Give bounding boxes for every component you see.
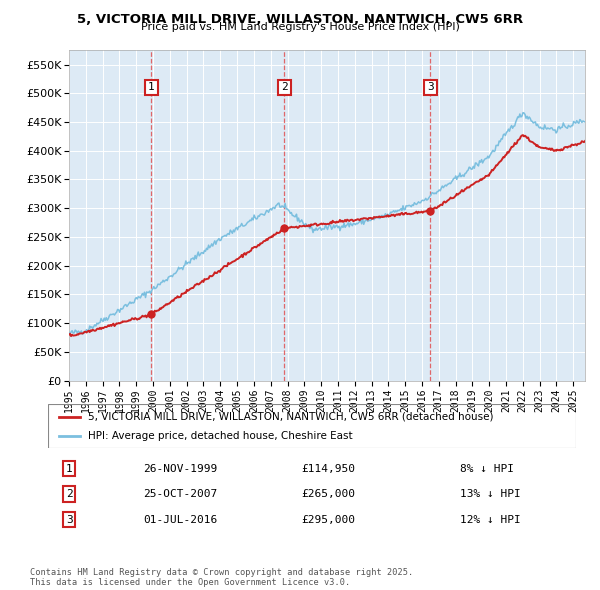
Text: 2: 2 <box>66 489 73 499</box>
Text: 5, VICTORIA MILL DRIVE, WILLASTON, NANTWICH, CW5 6RR: 5, VICTORIA MILL DRIVE, WILLASTON, NANTW… <box>77 13 523 26</box>
Text: 26-NOV-1999: 26-NOV-1999 <box>143 464 217 474</box>
Text: 8% ↓ HPI: 8% ↓ HPI <box>460 464 514 474</box>
Text: 13% ↓ HPI: 13% ↓ HPI <box>460 489 521 499</box>
Text: £265,000: £265,000 <box>301 489 355 499</box>
Text: 01-JUL-2016: 01-JUL-2016 <box>143 514 217 525</box>
Text: 12% ↓ HPI: 12% ↓ HPI <box>460 514 521 525</box>
Text: £114,950: £114,950 <box>301 464 355 474</box>
Text: 3: 3 <box>66 514 73 525</box>
Text: 3: 3 <box>427 83 434 93</box>
Text: Price paid vs. HM Land Registry's House Price Index (HPI): Price paid vs. HM Land Registry's House … <box>140 22 460 32</box>
Text: 1: 1 <box>66 464 73 474</box>
Text: £295,000: £295,000 <box>301 514 355 525</box>
Text: HPI: Average price, detached house, Cheshire East: HPI: Average price, detached house, Ches… <box>88 431 352 441</box>
Text: 2: 2 <box>281 83 288 93</box>
Text: 25-OCT-2007: 25-OCT-2007 <box>143 489 217 499</box>
Text: 5, VICTORIA MILL DRIVE, WILLASTON, NANTWICH, CW5 6RR (detached house): 5, VICTORIA MILL DRIVE, WILLASTON, NANTW… <box>88 412 493 421</box>
Text: Contains HM Land Registry data © Crown copyright and database right 2025.
This d: Contains HM Land Registry data © Crown c… <box>30 568 413 587</box>
Text: 1: 1 <box>148 83 155 93</box>
